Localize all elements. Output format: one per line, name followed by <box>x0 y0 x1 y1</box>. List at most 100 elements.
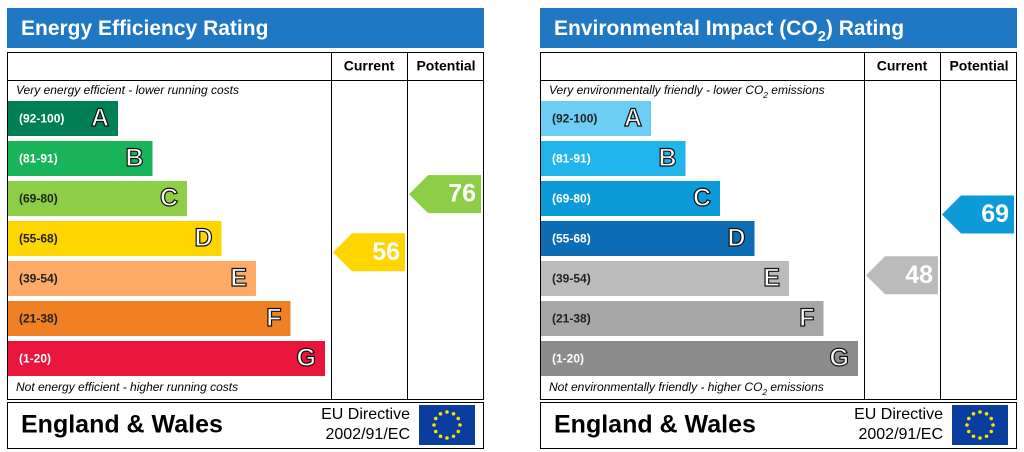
eu-star <box>991 423 995 427</box>
top-note: Very energy efficient - lower running co… <box>16 83 239 97</box>
rating-arrow <box>333 233 405 272</box>
bottom-note: Not environmentally friendly - higher CO… <box>549 380 824 397</box>
footer-directive: EU Directive <box>321 406 410 423</box>
eu-star <box>971 434 976 439</box>
footer-region: England & Wales <box>21 411 223 439</box>
bottom-note-part: 2 <box>761 387 767 397</box>
title-bar <box>540 8 1017 48</box>
band-letter: D <box>727 224 745 252</box>
band-range: (1-20) <box>19 352 51 366</box>
panel-title: Energy Efficiency Rating <box>21 17 268 40</box>
rating-value: 48 <box>905 261 933 289</box>
eu-star <box>458 423 462 427</box>
eu-star <box>989 429 994 434</box>
band-range: (1-20) <box>552 352 584 366</box>
band-letter: B <box>658 144 676 172</box>
band-letter: G <box>830 344 849 372</box>
eu-star <box>989 416 994 421</box>
eu-star <box>432 423 436 427</box>
rating-arrow <box>942 195 1014 234</box>
panel-title-part: 2 <box>818 29 826 45</box>
rating-band <box>8 101 118 136</box>
rating-arrow <box>866 256 938 295</box>
rating-band <box>8 141 153 176</box>
rating-band <box>8 221 222 256</box>
band-range: (92-100) <box>19 112 64 126</box>
rating-band <box>541 101 651 136</box>
eu-star <box>433 416 438 421</box>
table-frame <box>7 52 484 400</box>
rating-band <box>541 341 858 376</box>
rating-value: 69 <box>981 200 1009 228</box>
band-letter: C <box>160 184 178 212</box>
rating-band <box>541 301 824 336</box>
eu-star <box>984 434 989 439</box>
eu-star <box>451 434 456 439</box>
footer-directive: 2002/91/EC <box>325 426 410 443</box>
top-note-part: emissions <box>768 83 825 97</box>
eu-star <box>451 411 456 416</box>
column-header: Current <box>877 58 928 74</box>
eu-star <box>965 423 969 427</box>
rating-value: 56 <box>372 238 400 266</box>
eu-star <box>971 411 976 416</box>
title-bar <box>7 8 484 48</box>
rating-band <box>541 261 789 296</box>
band-range: (81-91) <box>19 152 58 166</box>
footer-region: England & Wales <box>554 411 756 439</box>
rating-arrow <box>409 175 481 214</box>
footer-directive: 2002/91/EC <box>858 426 943 443</box>
band-letter: C <box>693 184 711 212</box>
eu-star <box>456 429 461 434</box>
eu-star <box>438 434 443 439</box>
bottom-note-part: Not environmentally friendly - higher CO <box>549 380 762 394</box>
band-range: (39-54) <box>19 272 58 286</box>
top-note: Very environmentally friendly - lower CO… <box>549 83 825 100</box>
band-range: (39-54) <box>552 272 591 286</box>
band-letter: F <box>799 304 814 332</box>
band-letter: D <box>194 224 212 252</box>
table-frame <box>540 52 1017 400</box>
band-range: (81-91) <box>552 152 591 166</box>
band-letter: G <box>297 344 316 372</box>
band-range: (55-68) <box>19 232 58 246</box>
band-range: (92-100) <box>552 112 597 126</box>
bottom-note-part: emissions <box>767 380 824 394</box>
panel-title-part: ) Rating <box>826 17 904 40</box>
panel-title-part: Environmental Impact (CO <box>554 17 818 40</box>
eu-star <box>966 429 971 434</box>
panel-title: Environmental Impact (CO2) Rating <box>554 17 904 45</box>
band-range: (69-80) <box>552 192 591 206</box>
band-range: (21-38) <box>19 312 58 326</box>
rating-band <box>541 221 755 256</box>
eu-star <box>978 436 982 440</box>
column-header: Current <box>344 58 395 74</box>
band-letter: B <box>125 144 143 172</box>
footer-frame <box>7 402 484 449</box>
column-header: Potential <box>416 58 475 74</box>
band-letter: E <box>763 264 780 292</box>
eu-star <box>456 416 461 421</box>
eu-star <box>445 436 449 440</box>
band-letter: A <box>91 104 109 132</box>
eu-star <box>433 429 438 434</box>
band-letter: A <box>624 104 642 132</box>
panel-title-part: Energy Efficiency Rating <box>21 17 268 40</box>
band-range: (69-80) <box>19 192 58 206</box>
band-range: (55-68) <box>552 232 591 246</box>
footer-directive: EU Directive <box>854 406 943 423</box>
band-letter: F <box>266 304 281 332</box>
rating-value: 76 <box>448 180 476 208</box>
top-note-part: 2 <box>762 90 768 100</box>
rating-band <box>8 301 291 336</box>
footer-frame <box>540 402 1017 449</box>
rating-band <box>8 341 325 376</box>
band-letter: E <box>230 264 247 292</box>
eu-star <box>445 410 449 414</box>
eu-star <box>438 411 443 416</box>
column-header: Potential <box>949 58 1008 74</box>
eu-star <box>978 410 982 414</box>
bottom-note-part: Not energy efficient - higher running co… <box>16 380 238 394</box>
bottom-note: Not energy efficient - higher running co… <box>16 380 238 394</box>
